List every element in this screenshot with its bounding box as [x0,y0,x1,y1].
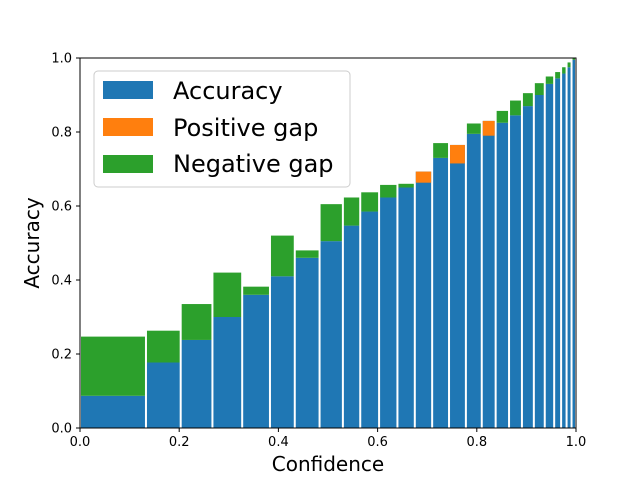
accuracy-bar-5 [270,276,294,428]
negative-gap-bar-17 [496,110,509,123]
accuracy-bar-19 [522,106,533,428]
accuracy-bar-0 [81,395,145,428]
y-tick-label: 0.0 [51,422,72,437]
accuracy-bar-12 [415,171,432,428]
negative-gap-bar-15 [466,123,481,134]
accuracy-bar-10 [380,197,397,428]
accuracy-bar-11 [398,187,414,428]
legend-swatch-negative-gap [103,155,153,173]
accuracy-bar-23 [562,73,566,428]
accuracy-bar-25 [572,59,575,428]
legend-label-negative-gap: Negative gap [173,150,334,178]
x-tick-label: 0.4 [268,435,289,450]
legend-swatch-positive-gap [103,118,153,136]
negative-gap-bar-24 [567,62,571,68]
legend-swatch-accuracy [103,81,153,99]
x-tick-label: 0.2 [169,435,190,450]
accuracy-bar-18 [510,115,521,428]
negative-gap-bar-10 [380,184,397,198]
plot-frame [79,57,577,429]
legend-box [93,70,351,188]
negative-gap-bar-2 [181,304,212,340]
negative-gap-bar-19 [522,93,533,107]
accuracy-bar-15 [466,133,481,428]
negative-gap-bar-18 [510,100,521,116]
accuracy-bar-4 [243,294,269,428]
accuracy-bar-20 [534,95,544,428]
accuracy-bar-2 [181,339,212,428]
x-tick-label: 0.6 [367,435,388,450]
accuracy-bar-21 [545,83,554,429]
negative-gap-bar-13 [433,143,449,158]
negative-gap-bar-25 [572,58,575,60]
accuracy-bar-8 [343,225,360,428]
accuracy-bar-22 [555,78,561,428]
y-tick-label: 0.8 [51,126,72,141]
bars-layer [81,58,575,429]
accuracy-bar-3 [213,317,242,428]
negative-gap-bar-11 [398,183,414,188]
x-tick-label: 1.0 [566,435,587,450]
y-axis-title: Accuracy [20,197,44,288]
accuracy-bar-13 [433,157,449,428]
negative-gap-bar-1 [146,330,180,363]
accuracy-bar-17 [496,122,509,428]
negative-gap-bar-3 [213,272,242,317]
accuracy-bar-1 [146,362,180,428]
negative-gap-bar-20 [534,83,544,95]
y-tick-label: 0.6 [51,200,72,215]
y-axis-ticks: 0.0 0.2 0.4 0.6 0.8 1.0 [51,52,80,437]
negative-gap-bar-21 [545,76,554,84]
x-tick-label: 0.8 [466,435,487,450]
negative-gap-bar-5 [270,235,294,277]
y-tick-label: 0.2 [51,348,72,363]
legend: Accuracy Positive gap Negative gap [93,70,351,188]
accuracy-bar-9 [361,211,379,428]
negative-gap-bar-4 [243,286,269,295]
y-tick-label: 0.4 [51,274,72,289]
positive-gap-bar-12 [415,171,432,183]
negative-gap-bar-0 [81,336,145,396]
negative-gap-bar-8 [343,197,360,226]
negative-gap-bar-9 [361,192,379,212]
x-axis-ticks: 0.0 0.2 0.4 0.6 0.8 1.0 [70,428,587,450]
y-tick-label: 1.0 [51,52,72,67]
accuracy-bar-14 [450,144,465,428]
accuracy-bar-6 [295,257,319,428]
accuracy-bar-24 [567,67,571,428]
legend-label-accuracy: Accuracy [173,77,283,105]
negative-gap-bar-23 [562,67,566,74]
accuracy-bar-7 [320,241,342,428]
legend-label-positive-gap: Positive gap [173,114,318,142]
x-axis-title: Confidence [272,452,384,476]
negative-gap-bar-7 [320,204,342,242]
positive-gap-bar-16 [482,120,495,136]
negative-gap-bar-22 [555,72,561,79]
accuracy-bar-16 [482,120,495,429]
x-tick-label: 0.0 [70,435,91,450]
positive-gap-bar-14 [450,144,465,164]
negative-gap-bar-6 [295,250,319,258]
